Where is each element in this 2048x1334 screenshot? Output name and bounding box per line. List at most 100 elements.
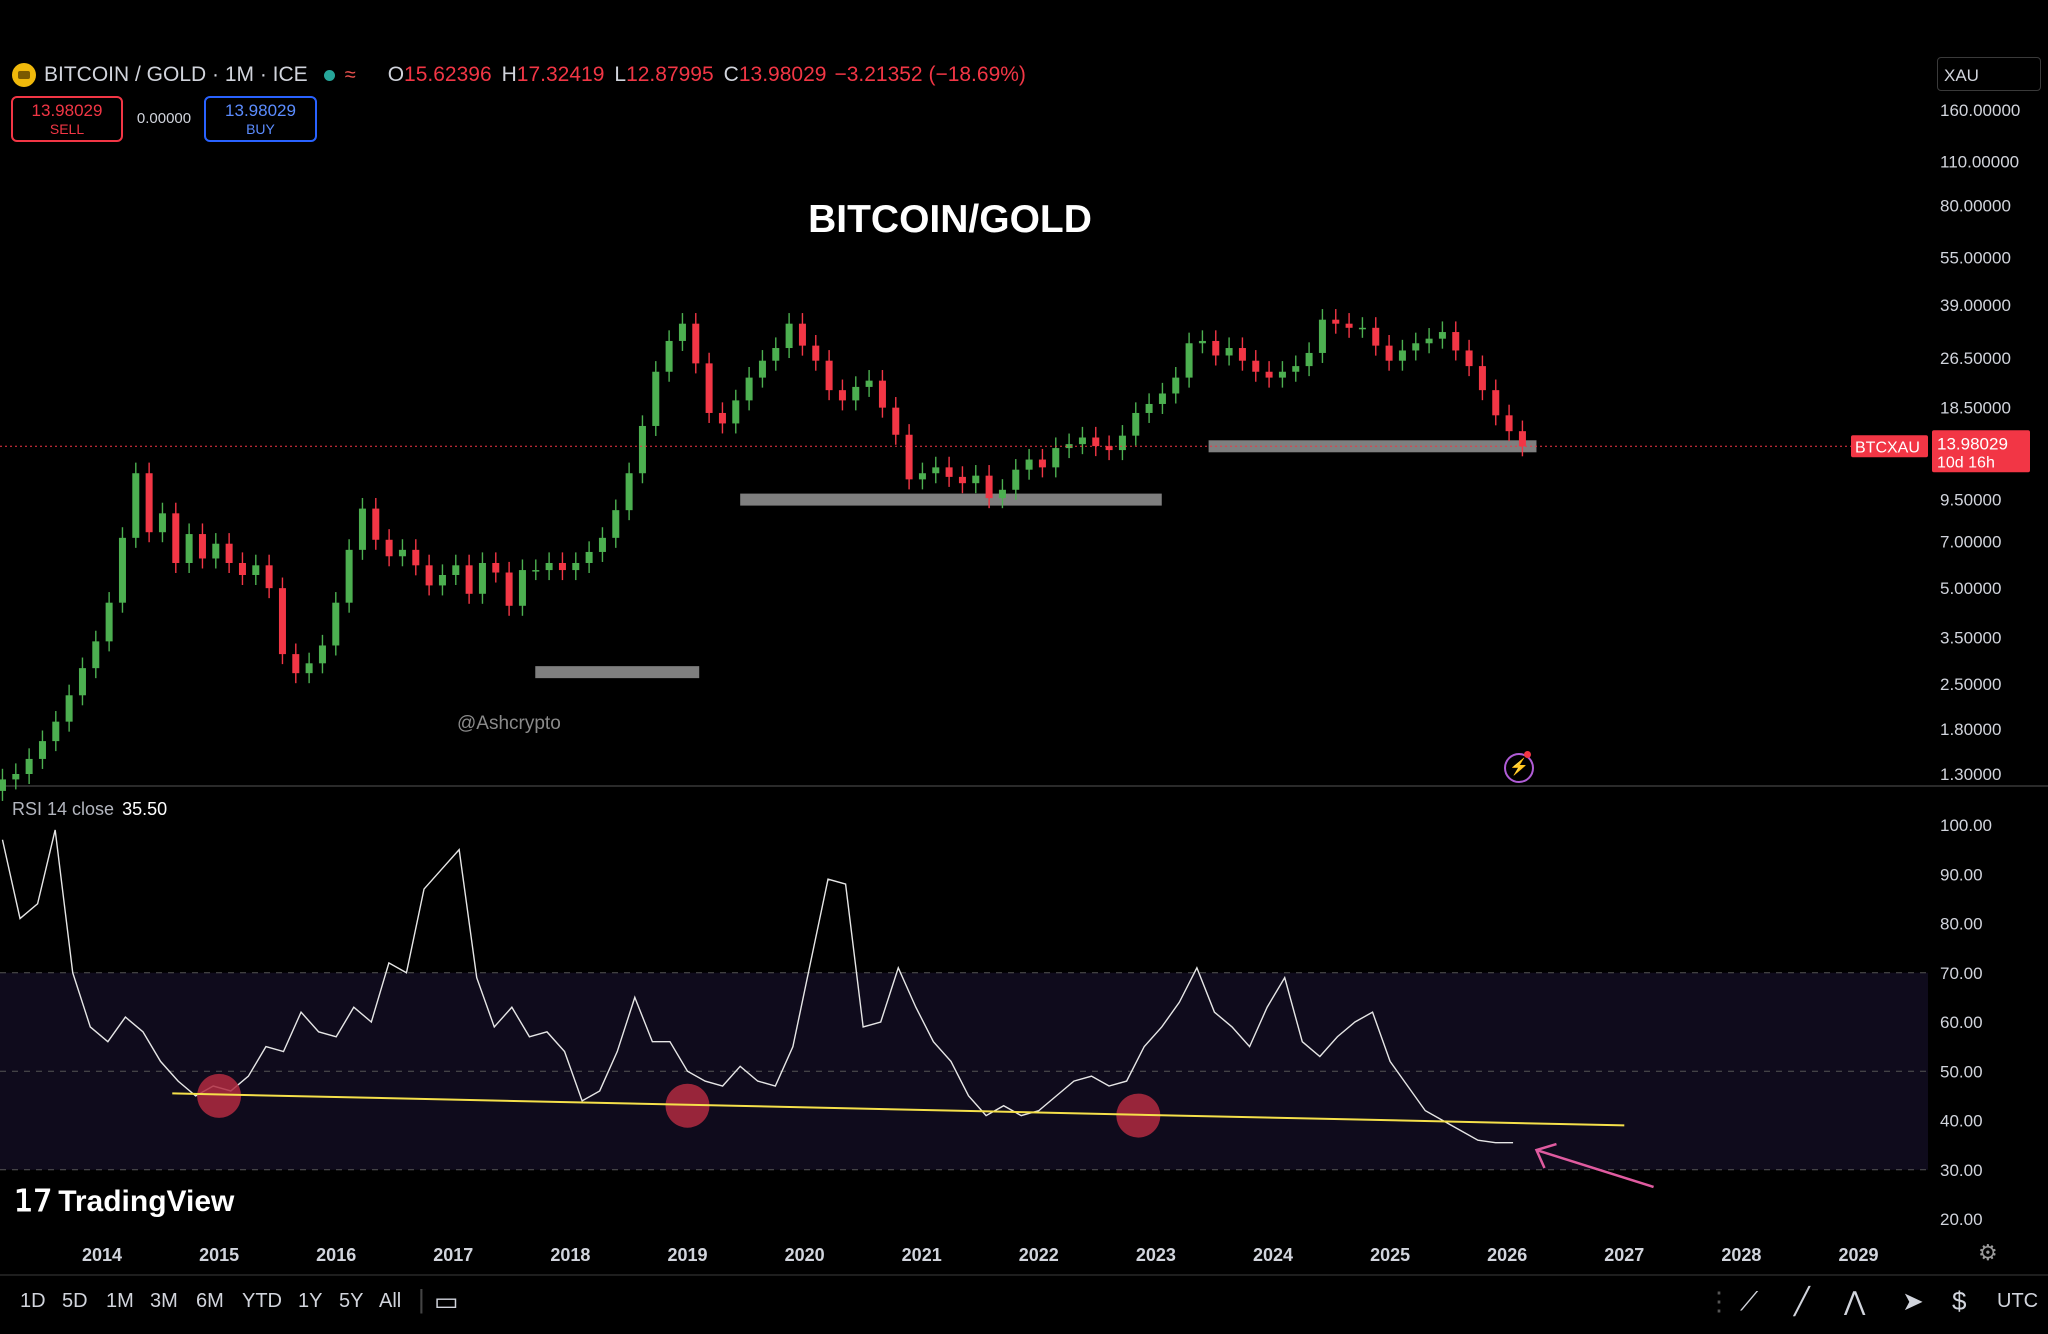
scale-unit-selector[interactable]: XAU [1937, 57, 2041, 91]
candle-body [958, 476, 966, 484]
rsi-support-trendline [172, 1092, 1625, 1127]
candle-body [852, 386, 860, 401]
timeframe-all[interactable]: All [379, 1290, 402, 1312]
year-tick-label: 2025 [1370, 1245, 1410, 1265]
candle-body [1438, 332, 1446, 339]
candle-body [732, 400, 740, 424]
candle-body [292, 654, 300, 674]
candle-body [625, 473, 633, 511]
timeframe-3m[interactable]: 3M [150, 1290, 178, 1312]
buy-button[interactable]: 13.98029 BUY [204, 96, 317, 142]
candle-body [158, 513, 166, 533]
time-axis[interactable]: 2014 2015 2016 2017 2018 2019 2020 2021 2022 2023… [82, 1245, 1879, 1265]
support-zone [1208, 440, 1537, 453]
candle-body [1185, 343, 1193, 378]
data-delay-icon: ≈ [344, 63, 356, 86]
candle-body [1305, 352, 1313, 367]
candle-body [1158, 393, 1166, 404]
candle-body [1465, 350, 1473, 367]
rsi-legend-label: RSI 14 close [12, 799, 115, 819]
rsi-tick-label: 80.00 [1940, 915, 1983, 934]
price-tick-label: 80.00000 [1940, 197, 2011, 216]
line-tool-icon[interactable]: ╱ [1794, 1286, 1810, 1316]
candle-body [1265, 371, 1273, 378]
market-status-icon [323, 69, 335, 81]
price-axis[interactable]: 1.30000 1.80000 2.50000 3.50000 5.00000 7.000… [1940, 101, 2020, 784]
timeframe-1m[interactable]: 1M [106, 1290, 134, 1312]
timeframe-ytd[interactable]: YTD [242, 1290, 282, 1312]
year-tick-label: 2024 [1253, 1245, 1293, 1265]
candle-body [1452, 332, 1460, 351]
candle-body [1252, 360, 1260, 372]
candle-body [825, 360, 833, 391]
tradingview-logo[interactable]: 𝟣𝟩 TradingView [14, 1184, 234, 1219]
candle-body [812, 345, 820, 361]
candle-body [1038, 459, 1046, 468]
candle-body [52, 721, 60, 742]
timeframe-1y[interactable]: 1Y [298, 1290, 323, 1312]
symbol-tag [1851, 435, 1928, 458]
sell-button[interactable]: 13.98029 SELL [11, 96, 123, 142]
last-price-value: 13.98029 [1937, 434, 2008, 453]
candle-body [932, 467, 940, 474]
candle-body [1238, 348, 1246, 361]
ohlc-close-value: 13.98029 [738, 63, 827, 86]
pattern-tool-icon[interactable]: ⋀ [1844, 1286, 1866, 1316]
timezone-label[interactable]: UTC [1997, 1290, 2039, 1312]
rsi-tick-label: 100.00 [1940, 816, 1992, 835]
candle-body [278, 588, 286, 655]
timeframe-5y[interactable]: 5Y [339, 1290, 364, 1312]
cursor-icon[interactable]: ➤ [1902, 1286, 1924, 1316]
candle-body [1358, 327, 1366, 330]
candle-body [505, 572, 513, 606]
date-range-icon[interactable]: ▭ [434, 1286, 459, 1316]
ohlc-low-value: 12.87995 [626, 63, 714, 86]
candle-body [1492, 390, 1500, 416]
candle-body [25, 758, 33, 774]
candle-body [612, 510, 620, 538]
chart-canvas[interactable]: 1.30000 1.80000 2.50000 3.50000 5.00000 7.000… [0, 0, 2048, 1274]
candle-body [1212, 340, 1220, 356]
price-tick-label: 160.00000 [1940, 101, 2020, 120]
trend-line-icon[interactable]: ⟋ [1740, 1286, 1759, 1316]
year-tick-label: 2029 [1838, 1245, 1878, 1265]
candle-body [865, 380, 873, 387]
last-price-tag [1932, 430, 2030, 473]
pointer-arrow-head [1534, 1142, 1557, 1169]
candle-body [492, 562, 500, 573]
candle-body [798, 323, 806, 346]
rsi-tick-label: 90.00 [1940, 865, 1983, 884]
sell-label: SELL [49, 121, 85, 137]
candle-body [758, 360, 766, 378]
rsi-legend[interactable]: RSI 14 close 35.50 [12, 799, 167, 820]
candle-body [145, 473, 153, 533]
year-tick-label: 2017 [433, 1245, 473, 1265]
candle-body [118, 537, 126, 603]
rsi-tick-label: 70.00 [1940, 964, 1983, 983]
year-tick-label: 2026 [1487, 1245, 1527, 1265]
candle-body [398, 549, 406, 557]
timeframe-6m[interactable]: 6M [196, 1290, 224, 1312]
currency-icon[interactable]: $ [1952, 1286, 1967, 1316]
candle-body [132, 473, 140, 538]
candle-body [652, 371, 660, 426]
rsi-tick-label: 40.00 [1940, 1112, 1983, 1131]
candle-body [198, 534, 206, 559]
support-zone [535, 666, 700, 679]
candle-countdown: 10d 16h [1937, 454, 1995, 471]
timeframe-1d[interactable]: 1D [20, 1290, 46, 1312]
candle-body [332, 602, 340, 646]
candle-body [972, 475, 980, 484]
timeframe-5d[interactable]: 5D [62, 1290, 88, 1312]
candle-body [78, 668, 86, 696]
axis-settings-icon[interactable]: ⚙ [1978, 1240, 1998, 1265]
candle-body [412, 549, 420, 566]
candle-body [1172, 377, 1180, 394]
drag-handle-icon[interactable]: ⋮ [1706, 1286, 1732, 1316]
candle-body [918, 473, 926, 480]
rsi-axis[interactable]: 20.00 30.00 40.00 50.00 60.00 70.00 80.00 90.00… [1940, 816, 1992, 1229]
rsi-series-line [1, 829, 1514, 1144]
price-tick-label: 3.50000 [1940, 628, 2001, 647]
lightning-alert-icon[interactable]: ⚡ [1504, 753, 1534, 783]
